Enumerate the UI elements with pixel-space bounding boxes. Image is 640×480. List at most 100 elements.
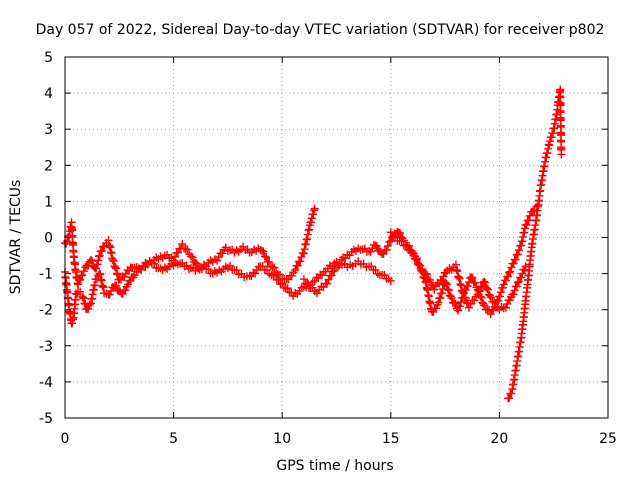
data-point — [510, 286, 519, 295]
data-point — [386, 228, 395, 237]
data-point — [171, 252, 180, 261]
grid-lines — [65, 57, 608, 418]
y-tick-label: 5 — [44, 50, 53, 66]
data-point — [309, 210, 318, 219]
data-point — [188, 253, 197, 262]
data-point — [262, 253, 271, 262]
data-point — [397, 237, 406, 246]
data-point — [178, 239, 187, 248]
data-point — [505, 268, 514, 277]
data-point — [191, 258, 200, 267]
data-point — [112, 264, 121, 273]
data-point — [68, 315, 77, 324]
data-point — [270, 263, 279, 272]
data-point — [434, 298, 443, 307]
data-point — [92, 264, 101, 273]
data-points — [61, 85, 566, 403]
y-tick-label: 1 — [44, 194, 53, 210]
data-point — [226, 261, 235, 270]
data-point — [79, 293, 88, 302]
data-point — [79, 267, 88, 276]
data-point — [498, 283, 507, 292]
data-point — [522, 220, 531, 229]
data-point — [186, 252, 195, 261]
data-point — [385, 237, 394, 246]
data-point — [557, 150, 566, 159]
data-point — [382, 245, 391, 254]
y-tick-label: -5 — [39, 411, 53, 427]
data-point — [528, 207, 537, 216]
data-point — [274, 276, 283, 285]
y-tick-label: -2 — [39, 303, 53, 319]
data-point — [442, 280, 451, 289]
data-point — [108, 255, 117, 264]
data-point — [265, 257, 274, 266]
data-point — [276, 270, 285, 279]
data-point — [284, 275, 293, 284]
data-point — [452, 265, 461, 274]
data-point — [454, 306, 463, 315]
data-point — [113, 270, 122, 279]
data-point — [436, 293, 445, 302]
y-tick-label: 4 — [44, 86, 53, 102]
data-point — [81, 300, 90, 309]
data-point — [496, 288, 505, 297]
data-point — [480, 301, 489, 310]
x-tick-label: 10 — [273, 431, 291, 447]
data-point — [214, 252, 223, 261]
data-point — [464, 303, 473, 312]
data-point — [287, 271, 296, 280]
x-tick-label: 5 — [169, 431, 178, 447]
data-point — [307, 214, 316, 223]
data-point — [109, 257, 118, 266]
data-point — [94, 256, 103, 265]
data-point — [278, 279, 287, 288]
data-point — [525, 211, 534, 220]
data-point — [514, 277, 523, 286]
data-point — [463, 282, 472, 291]
data-point — [473, 285, 482, 294]
data-point — [451, 260, 460, 269]
data-point — [489, 306, 498, 315]
data-point — [417, 266, 426, 275]
data-point — [293, 261, 302, 270]
data-point — [303, 279, 312, 288]
data-point — [507, 389, 516, 398]
data-point — [483, 285, 492, 294]
data-point — [192, 259, 201, 268]
data-point — [111, 263, 120, 272]
chart-title: Day 057 of 2022, Sidereal Day-to-day VTE… — [36, 22, 605, 38]
data-point — [494, 296, 503, 305]
data-point — [412, 254, 421, 263]
data-point — [499, 280, 508, 289]
data-point — [471, 278, 480, 287]
data-point — [496, 292, 505, 301]
x-tick-label: 20 — [490, 431, 508, 447]
data-point — [310, 204, 319, 213]
data-point — [468, 273, 477, 282]
data-point — [453, 267, 462, 276]
data-point — [323, 279, 332, 288]
data-point — [507, 263, 516, 272]
data-point — [474, 286, 483, 295]
data-point — [299, 275, 308, 284]
data-point — [506, 267, 515, 276]
data-point — [327, 271, 336, 280]
y-tick-label: 0 — [44, 231, 53, 247]
x-tick-label: 0 — [61, 431, 70, 447]
data-point — [456, 297, 465, 306]
data-point — [447, 294, 456, 303]
data-point — [84, 304, 93, 313]
data-point — [461, 286, 470, 295]
data-point — [173, 248, 182, 257]
data-point — [518, 269, 527, 278]
data-point — [501, 276, 510, 285]
data-point — [95, 252, 104, 261]
data-point — [427, 280, 436, 289]
data-point — [112, 281, 121, 290]
data-point — [78, 271, 87, 280]
data-point — [443, 285, 452, 294]
data-point — [328, 267, 337, 276]
data-point — [419, 273, 428, 282]
data-point — [310, 206, 319, 215]
